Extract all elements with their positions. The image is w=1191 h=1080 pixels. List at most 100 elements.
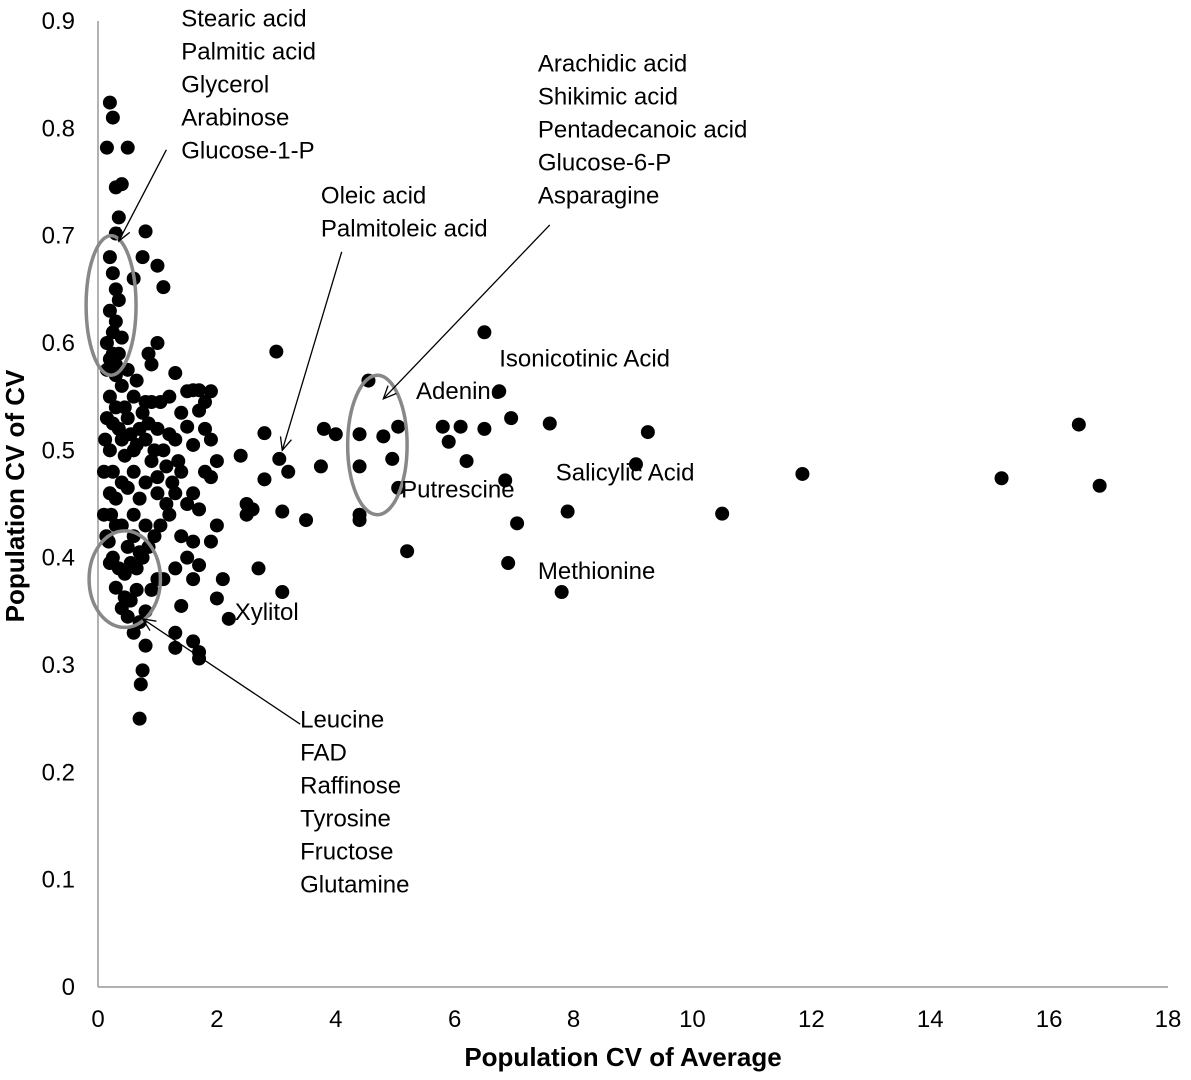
y-tick-label: 0.6 — [42, 330, 75, 357]
data-point — [111, 210, 126, 225]
annotation-label: Fructose — [300, 838, 393, 865]
y-tick-labels: 0 0.1 0.2 0.3 0.4 0.5 0.6 0.7 0.8 0.9 — [42, 8, 75, 1001]
data-point — [147, 529, 162, 544]
data-point — [111, 293, 126, 308]
data-point — [150, 336, 165, 350]
data-point — [156, 280, 171, 295]
data-point — [435, 419, 450, 434]
data-point — [391, 419, 406, 434]
data-point — [135, 250, 150, 265]
data-point — [138, 518, 153, 533]
data-point — [186, 534, 201, 549]
data-point — [117, 566, 132, 581]
annotation-label: Xylitol — [235, 599, 299, 626]
data-point — [126, 507, 141, 522]
data-point — [192, 651, 207, 666]
y-tick-label: 0.8 — [42, 115, 75, 142]
data-point — [795, 466, 810, 481]
x-tick-label: 12 — [798, 1006, 825, 1033]
data-point — [174, 464, 189, 479]
data-point — [144, 582, 159, 597]
data-point — [102, 95, 117, 110]
data-point — [141, 346, 156, 361]
data-point — [269, 344, 284, 359]
annotation-label: Palmitic acid — [181, 38, 316, 65]
data-point — [114, 330, 129, 345]
data-point — [129, 373, 144, 388]
data-point — [257, 472, 272, 487]
data-point — [180, 550, 195, 565]
data-point — [542, 416, 557, 431]
data-point — [209, 518, 224, 533]
data-point — [186, 572, 201, 587]
data-point — [120, 539, 135, 554]
data-point — [162, 507, 177, 522]
data-point — [104, 507, 119, 522]
data-point — [141, 416, 156, 431]
data-point — [501, 556, 516, 571]
annotation-label: Arachidic acid — [538, 50, 687, 77]
data-point — [159, 459, 174, 474]
data-point — [159, 497, 174, 511]
data-point — [203, 384, 218, 399]
data-point — [441, 434, 456, 449]
data-point — [215, 572, 230, 587]
data-point — [108, 491, 123, 506]
data-point — [153, 395, 168, 410]
data-point — [150, 572, 165, 587]
data-point — [105, 464, 120, 479]
data-point — [129, 561, 144, 576]
annotation-arrow-head — [141, 617, 157, 632]
data-point — [628, 457, 643, 472]
data-point — [123, 593, 138, 608]
annotation-label: Oleic acid — [321, 182, 426, 209]
x-tick-label: 0 — [91, 1006, 104, 1033]
y-tick-label: 0.7 — [42, 223, 75, 250]
data-point — [510, 516, 525, 531]
data-point — [162, 427, 177, 442]
data-point — [135, 405, 150, 420]
annotation-label: Raffinose — [300, 772, 401, 799]
data-point — [245, 502, 260, 517]
y-tick-label: 0.4 — [42, 545, 75, 572]
data-point — [150, 470, 165, 485]
annotation-label: Palmitoleic acid — [321, 215, 488, 242]
data-point — [209, 454, 224, 469]
data-point — [376, 429, 391, 444]
data-point — [233, 448, 248, 463]
data-point — [138, 475, 153, 490]
annotations: Stearic acid Palmitic acid Glycerol Arabino… — [181, 5, 747, 898]
annotation-arrow-line — [281, 251, 343, 451]
data-point — [1092, 478, 1107, 493]
highlight-ellipse — [345, 373, 409, 517]
data-point — [251, 561, 266, 576]
annotation-arrow-line — [142, 618, 301, 725]
y-tick-label: 0.9 — [42, 8, 75, 35]
y-axis-title: Population CV of CV — [0, 369, 30, 622]
x-tick-label: 18 — [1155, 1006, 1182, 1033]
data-point — [174, 529, 189, 544]
data-point — [150, 258, 165, 273]
x-tick-label: 6 — [448, 1006, 461, 1033]
data-point — [102, 389, 117, 404]
data-point — [102, 250, 117, 265]
annotation-label: Pentadecanoic acid — [538, 116, 747, 143]
data-point — [180, 419, 195, 434]
data-point — [281, 464, 296, 479]
annotation-label: Putrescine — [401, 477, 514, 504]
annotation-label: Stearic acid — [181, 5, 306, 32]
highlight-ellipse — [87, 529, 163, 630]
data-point — [174, 598, 189, 613]
data-point — [313, 459, 328, 474]
data-point — [498, 473, 513, 488]
x-axis-title: Population CV of Average — [464, 1042, 781, 1072]
data-point — [135, 663, 150, 678]
data-point — [168, 640, 183, 655]
data-point — [98, 432, 113, 447]
data-point — [105, 550, 120, 565]
data-point — [108, 180, 123, 195]
data-point — [120, 480, 135, 495]
x-tick-label: 2 — [210, 1006, 223, 1033]
data-point — [123, 427, 138, 442]
